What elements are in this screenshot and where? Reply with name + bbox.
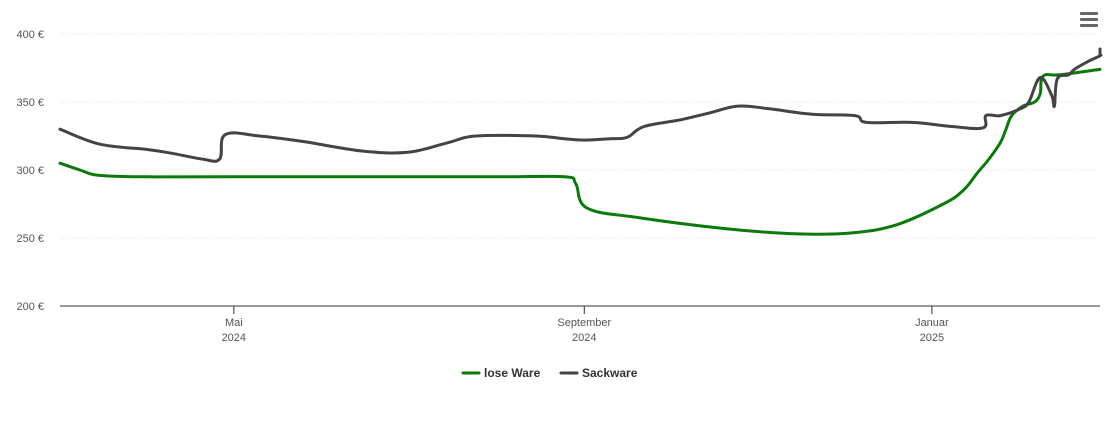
y-axis: 400 € 350 € 300 € 250 € 200 € (16, 29, 44, 313)
y-tick-label: 250 € (16, 233, 44, 245)
y-tick-label: 400 € (16, 29, 44, 41)
x-axis: Mai 2024 September 2024 Januar 2025 (60, 305, 1100, 344)
hamburger-menu-icon[interactable] (1078, 12, 1100, 32)
series-line-lose-ware (58, 67, 1102, 236)
legend-label: Sackware (582, 366, 638, 380)
menu-line (1080, 12, 1098, 15)
y-tick-label: 300 € (16, 165, 44, 177)
y-tick-label: 200 € (16, 301, 44, 313)
legend-label: lose Ware (484, 366, 541, 380)
x-tick-label: September (557, 317, 611, 329)
menu-line (1080, 18, 1098, 21)
menu-line (1080, 24, 1098, 27)
series-line-sackware (58, 47, 1103, 163)
legend[interactable]: lose Ware Sackware (461, 366, 638, 380)
grid-lines (60, 33, 1100, 239)
x-tick-year: 2025 (920, 332, 944, 344)
x-tick-label: Januar (915, 317, 949, 329)
x-tick-year: 2024 (572, 332, 596, 344)
legend-item-lose-ware[interactable]: lose Ware (461, 366, 541, 380)
y-tick-label: 350 € (16, 97, 44, 109)
x-tick-label: Mai (225, 317, 243, 329)
legend-item-sackware[interactable]: Sackware (559, 366, 638, 380)
series-lines (58, 47, 1103, 236)
x-tick-year: 2024 (222, 332, 246, 344)
